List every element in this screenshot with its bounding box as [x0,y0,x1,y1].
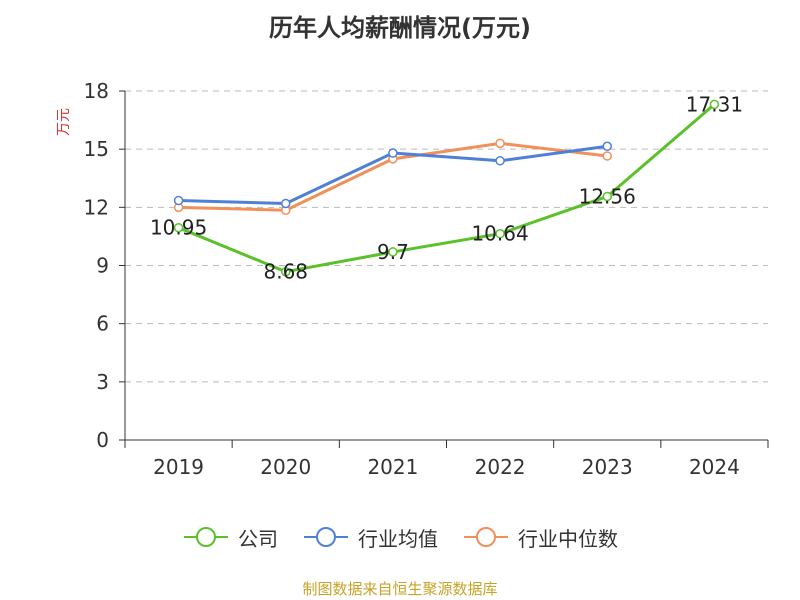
x-tick-label: 2019 [153,455,204,479]
series-layer [173,99,720,277]
y-tick-label: 18 [84,79,109,103]
x-tick-label: 2021 [367,455,418,479]
data-label: 9.7 [377,240,409,264]
legend-label: 公司 [238,526,278,551]
legend-swatch [304,527,348,547]
y-tick-label: 3 [96,370,109,394]
data-label: 8.68 [263,260,308,284]
data-label: 10.95 [150,216,207,240]
y-tick-label: 9 [96,254,109,278]
data-label: 17.31 [686,92,743,116]
y-tick-label: 15 [84,137,109,161]
x-tick-label: 2022 [475,455,526,479]
y-tick-label: 6 [96,312,109,336]
y-axis-label: 万元 [56,108,72,136]
chart-title: 历年人均薪酬情况(万元) [269,14,531,42]
x-tick-label: 2020 [260,455,311,479]
legend-item[interactable]: 公司 [182,523,278,552]
data-point [709,99,720,110]
data-point [281,198,291,209]
data-point [173,195,184,206]
legend-marker [316,527,336,547]
source-note: 制图数据来自恒生聚源数据库 [302,580,498,598]
legend-item[interactable]: 行业均值 [302,523,438,552]
data-point [602,151,612,161]
data-point [495,228,505,239]
grid-layer [125,90,768,383]
data-point [281,266,291,277]
data-point [173,222,184,233]
legend-label: 行业均值 [358,526,438,551]
legend-label: 行业中位数 [518,526,618,551]
data-point [495,156,505,166]
axis-layer: 0 3 6 9 12 15 18 2019 2020 2021 2022 2023 2024 万元 [56,79,769,479]
x-tick-label: 2023 [582,455,633,479]
data-point [388,148,398,158]
data-label: 10.64 [471,222,528,246]
legend-item[interactable]: 行业中位数 [462,523,618,552]
legend-marker [476,527,496,547]
y-tick-label: 12 [84,195,109,219]
data-point [388,247,398,257]
series-line-0 [178,103,716,274]
legend-swatch [184,527,228,547]
data-point [602,191,612,202]
legend-marker [196,527,216,547]
data-point [602,141,612,152]
legend-swatch [464,527,508,547]
y-tick-label: 0 [96,428,109,452]
x-tick-label: 2024 [689,455,740,479]
data-label: 12.56 [579,184,636,208]
legend: 公司 行业均值 行业中位数 [0,519,800,555]
data-label-layer: 10.95 8.68 9.7 10.64 12.56 17.31 [150,92,743,283]
data-point [495,138,505,149]
